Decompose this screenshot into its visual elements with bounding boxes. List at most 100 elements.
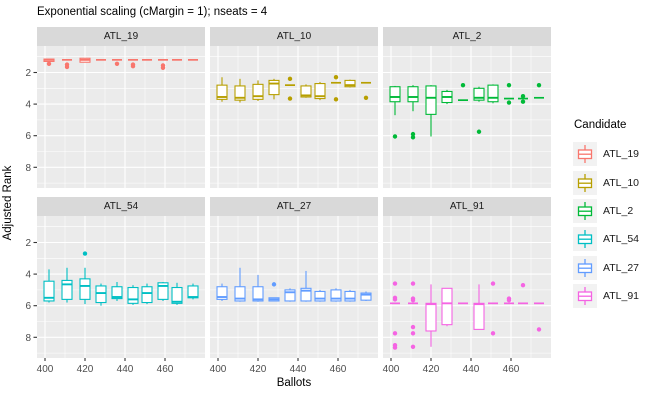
boxplot [141,283,153,305]
y-tick-label: 4 [25,100,31,111]
y-tick-label: 8 [25,333,31,344]
legend-item-ATL_2: ATL_2 [573,197,659,225]
boxplot [504,82,514,105]
outlier-point [271,282,277,287]
x-tick-label: 420 [250,364,267,375]
y-tick-label: 2 [25,68,31,79]
legend-key-boxplot-icon [573,198,597,223]
legend-title: Candidate [574,119,627,131]
outlier-point [392,297,398,302]
legend-key-boxplot-icon [573,142,597,167]
boxplot [331,75,341,102]
boxplot [268,282,280,302]
panel-bg [210,46,378,188]
boxplot [62,59,72,70]
outlier-point [410,331,416,336]
boxplot [487,84,499,104]
boxplot [344,289,356,302]
y-tick-label: 4 [25,270,31,281]
boxplot [473,86,485,134]
legend-item-ATL_10: ATL_10 [573,168,659,196]
boxplot [79,251,91,305]
boxplot [234,267,246,302]
boxplot [95,283,107,306]
legend-item-ATL_91: ATL_91 [573,282,659,310]
outlier-point [506,82,512,88]
outlier-point [392,134,398,139]
x-tick-label: 400 [210,364,227,375]
outlier-point [506,297,512,303]
y-tick-label: 6 [25,301,31,312]
outlier-point [410,281,416,286]
x-tick-label: 400 [383,364,400,375]
boxplot [361,81,371,100]
boxplot [284,288,296,302]
boxplot [112,59,122,67]
outlier-point [410,344,416,349]
outlier-point [392,345,398,350]
legend-items: ATL_19 ATL_10 ATL_2 ATL_54 ATL_27 ATL_91 [573,140,659,310]
legend: Candidate ATL_19 ATL_10 ATL_2 ATL_54 ATL_27 A… [573,119,659,310]
boxplot [518,282,528,305]
boxplot [488,281,498,336]
x-tick-label: 460 [157,364,174,375]
facet-strip-ATL_54: ATL_54 [37,197,205,216]
outlier-point [160,65,166,70]
panel-bg [37,46,205,188]
facet-panel-ATL_27 [210,216,378,358]
boxplot [61,267,73,303]
y-tick-label: 6 [25,131,31,142]
y-tick-label: 8 [25,163,31,174]
boxplot [389,85,401,139]
boxplot [458,82,468,102]
boxplot [234,78,246,103]
facet-strip-ATL_91: ATL_91 [383,197,551,216]
facet-panel-ATL_10 [210,46,378,188]
x-axis-title: Ballots [276,377,312,389]
outlier-point [64,64,70,70]
outlier-point [520,99,526,104]
boxplot [300,84,312,98]
facet-strip-ATL_19: ATL_19 [37,27,205,46]
x-tick-label: 420 [77,364,94,375]
outlier-point [506,100,512,105]
outlier-point [536,327,542,332]
outlier-point [287,76,293,82]
legend-key-boxplot-icon [573,227,597,252]
boxplot [252,80,264,101]
boxplot [408,281,418,349]
legend-item-ATL_27: ATL_27 [573,254,659,282]
boxplot [285,76,295,101]
boxplot [314,81,326,101]
boxplot [390,281,400,350]
boxplot [504,296,514,305]
boxplot [473,284,485,330]
outlier-point [460,82,466,88]
boxplot [157,282,169,301]
outlier-point [130,63,136,69]
outlier-point [82,251,88,256]
x-tick-label: 440 [117,364,134,375]
outlier-point [520,282,526,288]
outlier-point [392,331,398,336]
legend-label: ATL_27 [603,261,639,274]
outlier-point [490,331,496,336]
legend-item-ATL_54: ATL_54 [573,225,659,253]
x-tick-label: 460 [330,364,347,375]
legend-key-boxplot-icon [573,170,597,195]
boxplot [43,269,55,303]
outlier-point [410,131,416,137]
boxplot [518,94,528,104]
boxplot [127,285,139,305]
boxplot [79,57,91,63]
boxplot [330,288,342,302]
legend-label: ATL_91 [603,290,639,303]
boxplot [441,89,453,105]
boxplot [187,283,199,300]
panel-bg [383,216,551,358]
boxplot [360,291,372,301]
outlier-point [490,281,496,286]
outlier-point [536,82,542,88]
outlier-point [410,297,416,303]
